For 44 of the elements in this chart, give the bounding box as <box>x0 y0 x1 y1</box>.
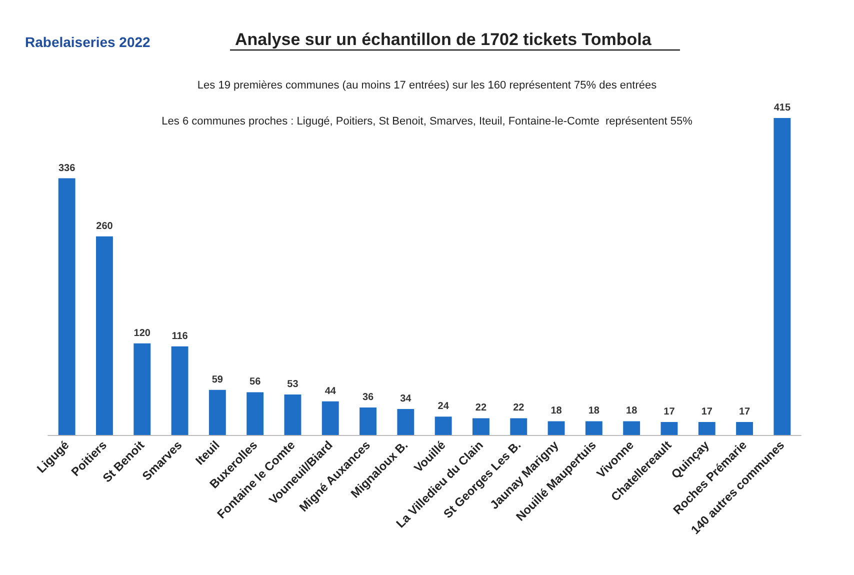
annotation: Les 6 communes proches : Ligugé, Poitiers, St Benoit, Smarves, Iteuil, Fontaine-le-Comte représentent 55% <box>162 116 693 128</box>
data-label: 34 <box>400 394 412 405</box>
bar <box>208 390 226 435</box>
bar <box>434 416 452 435</box>
data-label: 18 <box>626 406 638 417</box>
bar <box>360 407 376 435</box>
bar <box>774 118 791 435</box>
data-label: 336 <box>58 162 76 174</box>
data-label: 22 <box>475 402 487 414</box>
bar <box>585 421 602 435</box>
data-label: 260 <box>96 220 114 232</box>
bar <box>736 422 753 435</box>
data-label: 59 <box>212 374 224 386</box>
text: Les 19 premières communes (au moins 17 entrées) sur les 160 représentent 75% des entrées <box>197 80 658 92</box>
data-label: 18 <box>550 406 562 417</box>
bar <box>246 392 264 435</box>
data-label: 18 <box>588 406 600 417</box>
chart-subtitle: Rabelaiseries 2022 <box>25 34 151 50</box>
bar <box>134 343 151 435</box>
bar <box>284 394 302 435</box>
bar <box>58 178 76 435</box>
data-label: 120 <box>134 328 151 339</box>
bar <box>510 418 528 435</box>
data-label: 53 <box>287 379 299 390</box>
data-label: 116 <box>172 330 188 342</box>
chart-title: Analyse sur un échantillon de 1702 tickets Tombola <box>235 30 652 49</box>
bar <box>171 346 188 435</box>
bar <box>96 236 113 435</box>
data-label: 415 <box>774 102 791 114</box>
bar <box>698 422 716 435</box>
data-label: 17 <box>664 406 676 418</box>
data-label: 44 <box>324 386 336 397</box>
bar <box>548 421 565 435</box>
bar <box>472 418 490 435</box>
bar <box>623 421 640 435</box>
bar <box>397 409 414 435</box>
data-label: 56 <box>250 376 262 388</box>
bar <box>660 422 678 435</box>
data-label: 36 <box>362 392 374 403</box>
data-label: 24 <box>438 401 450 412</box>
data-label: 17 <box>701 406 713 418</box>
data-label: 22 <box>513 402 525 414</box>
bar <box>322 401 339 435</box>
data-label: 17 <box>738 406 751 418</box>
